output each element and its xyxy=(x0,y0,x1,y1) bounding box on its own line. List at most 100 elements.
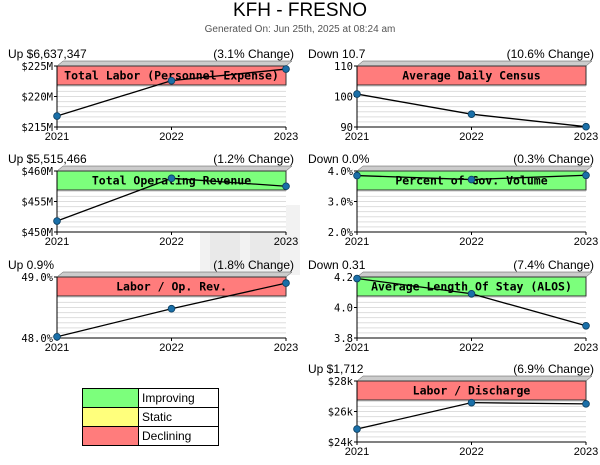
change-percent: (0.3% Change) xyxy=(513,152,594,166)
y-tick-label: 3.0% xyxy=(328,197,354,209)
y-tick-label: 90 xyxy=(340,122,353,134)
change-amount: Down 0.0% xyxy=(308,152,370,166)
y-tick-label: $24k xyxy=(328,437,354,449)
legend-item: Static xyxy=(83,408,218,427)
title-banner-top xyxy=(56,60,293,67)
chart-panel-alos: Down 0.31 (7.4% Change) Average Length O… xyxy=(300,258,600,358)
chart-panel-total-operating-revenue: Up $5,515,466 (1.2% Change) Total Operat… xyxy=(0,152,300,252)
y-tick-label: 110 xyxy=(334,61,353,73)
x-tick-label: 2022 xyxy=(459,131,483,143)
y-tick-label: $225M xyxy=(21,61,53,73)
x-tick-label: 2023 xyxy=(574,236,598,248)
change-amount: Up 0.9% xyxy=(8,258,55,272)
legend-swatch xyxy=(83,389,139,407)
page-title: KFH - FRESNO xyxy=(232,0,368,21)
x-tick-label: 2021 xyxy=(45,236,69,248)
title-banner-top xyxy=(56,165,293,172)
x-tick-label: 2023 xyxy=(574,342,598,354)
data-point xyxy=(467,175,476,184)
x-tick-label: 2022 xyxy=(159,131,183,143)
x-tick-label: 2022 xyxy=(459,236,483,248)
data-point xyxy=(582,171,590,180)
title-banner-top xyxy=(356,375,593,382)
change-percent: (1.2% Change) xyxy=(213,152,294,166)
data-point xyxy=(353,425,361,433)
x-tick-label: 2021 xyxy=(345,446,369,458)
title-banner-top xyxy=(356,271,593,278)
change-percent: (10.6% Change) xyxy=(506,47,594,61)
data-point xyxy=(353,274,361,283)
change-amount: Up $5,515,466 xyxy=(8,152,87,166)
data-point xyxy=(582,400,590,408)
y-tick-label: $215M xyxy=(21,122,53,134)
chart-title: Average Daily Census xyxy=(402,69,540,83)
x-tick-label: 2023 xyxy=(574,446,598,458)
data-point xyxy=(467,289,476,298)
change-percent: (1.8% Change) xyxy=(213,258,294,272)
y-tick-label: $455M xyxy=(21,197,53,209)
y-tick-label: 49.0% xyxy=(21,272,53,284)
data-point xyxy=(282,182,290,191)
data-point xyxy=(167,76,176,85)
x-tick-label: 2022 xyxy=(459,446,483,458)
legend-item: Declining xyxy=(83,427,218,445)
y-tick-label: 4.0% xyxy=(328,166,354,178)
y-tick-label: 4.2 xyxy=(334,272,353,284)
x-tick-label: 2021 xyxy=(345,131,369,143)
y-tick-label: $460M xyxy=(21,166,53,178)
data-point xyxy=(53,332,61,341)
x-tick-label: 2022 xyxy=(159,236,183,248)
title-banner-top xyxy=(356,60,593,67)
y-tick-label: 3.8 xyxy=(334,333,353,345)
chart-panel-labor-op-rev: Up 0.9% (1.8% Change) Labor / Op. Rev. 48… xyxy=(0,258,300,358)
y-tick-label: 48.0% xyxy=(21,333,53,345)
change-amount: Down 10.7 xyxy=(308,47,366,61)
title-banner-top xyxy=(56,271,293,278)
legend-label: Static xyxy=(142,410,173,424)
x-tick-label: 2023 xyxy=(274,236,298,248)
data-point xyxy=(353,171,361,180)
data-point xyxy=(582,322,590,330)
change-amount: Up $1,712 xyxy=(308,362,364,376)
change-amount: Down 0.31 xyxy=(308,258,366,272)
y-tick-label: $450M xyxy=(21,227,53,239)
x-tick-label: 2021 xyxy=(345,342,369,354)
change-percent: (3.1% Change) xyxy=(213,47,294,61)
x-tick-label: 2021 xyxy=(45,342,69,354)
y-tick-label: $28k xyxy=(328,376,354,388)
change-amount: Up $6,637,347 xyxy=(8,47,87,61)
chart-title: Average Length Of Stay (ALOS) xyxy=(371,280,572,294)
y-tick-label: $26k xyxy=(328,407,354,419)
x-tick-label: 2022 xyxy=(459,342,483,354)
data-point xyxy=(467,398,476,407)
legend-swatch xyxy=(83,408,139,426)
chart-title: Labor / Discharge xyxy=(413,384,531,398)
x-tick-label: 2023 xyxy=(274,342,298,354)
data-point xyxy=(353,90,361,98)
y-tick-label: 2.0% xyxy=(328,227,354,239)
chart-panel-total-labor: Up $6,637,347 (3.1% Change) Total Labor … xyxy=(0,47,300,147)
data-point xyxy=(282,65,290,73)
change-percent: (6.9% Change) xyxy=(513,362,594,376)
x-tick-label: 2021 xyxy=(45,131,69,143)
x-tick-label: 2023 xyxy=(574,131,598,143)
chart-title: Total Labor (Personnel Expense) xyxy=(64,69,279,83)
status-legend: Improving Static Declining xyxy=(82,388,219,446)
legend-label: Improving xyxy=(142,391,195,405)
data-point xyxy=(282,279,290,287)
legend-label: Declining xyxy=(142,429,192,443)
chart-title: Labor / Op. Rev. xyxy=(116,280,227,294)
y-tick-label: 100 xyxy=(334,92,353,104)
y-tick-label: $220M xyxy=(21,92,53,104)
legend-swatch xyxy=(83,427,139,445)
data-point xyxy=(582,122,590,131)
data-point xyxy=(53,112,61,120)
data-point xyxy=(167,304,176,313)
data-point xyxy=(53,217,61,225)
y-tick-label: 4.0 xyxy=(334,303,353,315)
x-tick-label: 2023 xyxy=(274,131,298,143)
title-banner-top xyxy=(356,165,593,172)
chart-panel-percent-gov-volume: Down 0.0% (0.3% Change) Percent of Gov. … xyxy=(300,152,600,252)
chart-panel-average-daily-census: Down 10.7 (10.6% Change) Average Daily C… xyxy=(300,47,600,147)
